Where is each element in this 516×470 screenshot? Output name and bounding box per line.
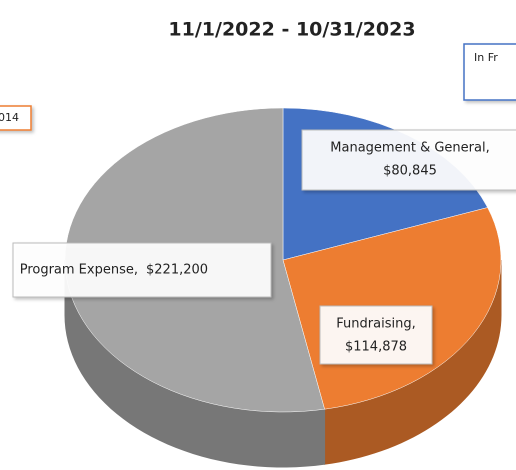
category-label: Management & General, bbox=[330, 141, 489, 156]
chart-title: 11/1/2022 - 10/31/2023 bbox=[168, 19, 415, 41]
category-label: Program Expense, bbox=[20, 263, 138, 278]
annotation: In Fr bbox=[474, 51, 498, 64]
annotation-box: 014 bbox=[0, 105, 32, 131]
value-label: $80,845 bbox=[383, 164, 437, 179]
label-box: Fundraising, $114,878 bbox=[319, 305, 433, 365]
annotation-box: In Fr bbox=[463, 43, 516, 101]
value-label: $221,200 bbox=[146, 263, 208, 278]
label-box: Program Expense, $221,200 bbox=[12, 242, 272, 298]
value-label: $114,878 bbox=[345, 340, 407, 355]
label-box: Management & General, $80,845 bbox=[301, 129, 516, 191]
annotation: 014 bbox=[0, 111, 19, 124]
category-label: Fundraising, bbox=[336, 317, 415, 332]
data-labels: Management & General, $80,845 Fundraisin… bbox=[12, 129, 516, 365]
